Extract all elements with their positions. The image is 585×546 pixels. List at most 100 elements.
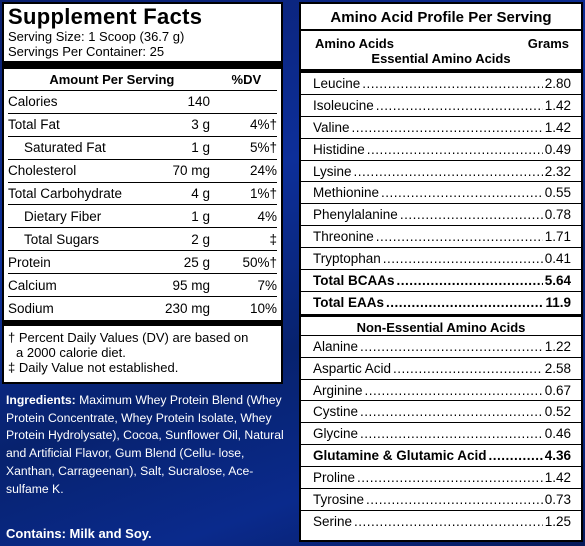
nutrient-label: Cholesterol — [8, 163, 77, 179]
amino-grams: 1.42 — [544, 119, 571, 135]
supplement-facts-title: Supplement Facts — [8, 4, 203, 29]
amino-grams: 1.25 — [544, 513, 571, 529]
amino-column-header: Amino Acids Grams — [301, 31, 581, 51]
amino-row: Proline 1.42 — [301, 467, 581, 490]
servings-per-container: Servings Per Container: 25 — [8, 44, 165, 59]
dot-leader — [365, 380, 543, 402]
dot-leader — [376, 95, 543, 117]
nutrient-amount: 2 g — [191, 231, 210, 247]
essential-heading: Essential Amino Acids — [371, 51, 511, 66]
dot-leader — [397, 270, 543, 292]
amino-grams: 1.42 — [544, 97, 571, 113]
nutrient-label: Protein — [8, 254, 51, 270]
amino-row: Cystine 0.52 — [301, 401, 581, 424]
dot-leader — [376, 226, 543, 248]
dot-leader — [489, 445, 543, 467]
amino-acids-col-label: Amino Acids — [315, 36, 394, 51]
amino-row: Tyrosine 0.73 — [301, 489, 581, 511]
nonessential-heading: Non-Essential Amino Acids — [301, 313, 581, 336]
facts-row: Dietary Fiber 1 g 4% — [8, 205, 277, 229]
amino-name: Threonine — [313, 229, 374, 245]
amino-name: Tryptophan — [313, 251, 381, 267]
facts-row: Protein 25 g 50%† — [8, 251, 277, 275]
facts-row: Calcium 95 mg 7% — [8, 274, 277, 298]
amino-row: Tryptophan 0.41 — [301, 248, 581, 271]
nutrient-amount: 95 mg — [172, 277, 210, 293]
dot-leader — [360, 336, 543, 358]
facts-row: Total Fat 3 g 4%† — [8, 114, 277, 137]
amino-name: Leucine — [313, 76, 361, 91]
facts-row: Saturated Fat 1 g 5%† — [8, 137, 277, 160]
nutrient-dv: 10% — [249, 300, 277, 316]
amino-grams: 0.41 — [544, 251, 571, 267]
nutrient-amount: 25 g — [183, 254, 210, 270]
facts-row: Sodium 230 mg 10% — [8, 297, 277, 320]
facts-header: Amount Per Serving %DV — [8, 69, 277, 91]
nutrient-amount: 70 mg — [172, 163, 210, 179]
amino-name: Methionine — [313, 185, 380, 201]
facts-row: Total Sugars 2 g ‡ — [8, 228, 277, 252]
nutrient-dv: 4% — [257, 208, 277, 224]
nutrient-dv: 24% — [249, 163, 277, 179]
amino-row: Aspartic Acid 2.58 — [301, 358, 581, 380]
dv-footnote-continued: a 2000 calorie diet. — [16, 344, 126, 360]
amino-row: Histidine 0.49 — [301, 139, 581, 161]
amino-row: Threonine 1.71 — [301, 226, 581, 249]
nutrient-label: Dietary Fiber — [24, 208, 102, 224]
amino-grams: 0.67 — [544, 382, 571, 398]
total-bcaas-row: Total BCAAs 5.64 — [301, 270, 581, 292]
amino-acid-panel: Amino Acid Profile Per Serving Amino Aci… — [299, 2, 583, 542]
thick-divider — [4, 61, 281, 69]
amino-grams: 0.73 — [544, 492, 571, 508]
amino-grams: 2.58 — [544, 360, 571, 376]
dv-footnote: † Percent Daily Values (DV) are based on — [8, 329, 249, 345]
amount-per-serving-header: Amount Per Serving — [49, 72, 175, 87]
amino-grams: 2.32 — [544, 163, 571, 179]
amino-row: Glutamine & Glutamic Acid 4.36 — [301, 445, 581, 468]
amino-grams: 2.80 — [544, 76, 571, 91]
amino-row: Serine 1.25 — [301, 511, 581, 533]
amino-name: Glycine — [313, 426, 359, 442]
dot-leader — [360, 423, 543, 445]
nutrient-dv: 1%† — [249, 186, 277, 201]
amino-grams: 0.46 — [544, 426, 571, 442]
dot-leader — [360, 401, 543, 423]
thick-divider — [301, 69, 581, 73]
essential-list: Leucine 2.80 Isoleucine 1.42 Valine 1.42 Histi… — [301, 73, 581, 271]
amino-name: Tyrosine — [313, 492, 365, 508]
nutrient-dv: 50%† — [242, 254, 277, 270]
amino-name: Valine — [313, 119, 350, 135]
supplement-facts-panel: Supplement Facts Serving Size: 1 Scoop (… — [2, 2, 283, 384]
dv-header: %DV — [231, 72, 262, 87]
amino-row: Isoleucine 1.42 — [301, 95, 581, 117]
nutrient-label: Calories — [8, 94, 58, 110]
dot-leader — [393, 358, 543, 380]
amino-name: Isoleucine — [313, 97, 374, 113]
dot-leader — [386, 292, 543, 314]
ingredients-list: Maximum Whey Protein Blend (Whey Protein… — [6, 393, 284, 496]
amino-grams: 1.71 — [544, 229, 571, 245]
nutrient-amount: 230 mg — [164, 300, 210, 316]
total-eaas-label: Total EAAs — [313, 294, 385, 310]
thick-divider — [4, 319, 281, 326]
total-eaas-row: Total EAAs 11.9 — [301, 292, 581, 314]
ingredients-text: Ingredients: Maximum Whey Protein Blend … — [6, 392, 294, 498]
facts-notes: † Percent Daily Values (DV) are based on… — [8, 326, 277, 375]
total-eaas-value: 11.9 — [545, 294, 571, 310]
dot-leader — [357, 467, 543, 489]
nutrient-dv: 5%† — [249, 140, 277, 156]
dot-leader — [354, 511, 543, 533]
nutrient-label: Sodium — [8, 300, 54, 316]
dot-leader — [366, 489, 543, 511]
amino-row: Glycine 0.46 — [301, 423, 581, 446]
nutrient-amount: 140 — [187, 94, 210, 110]
nutrient-dv: 7% — [257, 277, 277, 293]
nutrient-label: Calcium — [8, 277, 57, 293]
amino-grams: 4.36 — [544, 448, 571, 464]
dot-leader — [354, 161, 543, 183]
nutrient-label: Total Carbohydrate — [8, 186, 123, 201]
dot-leader — [400, 204, 543, 226]
nutrient-amount: 3 g — [191, 117, 210, 133]
amino-row: Arginine 0.67 — [301, 380, 581, 402]
amino-row: Phenylalanine 0.78 — [301, 204, 581, 227]
